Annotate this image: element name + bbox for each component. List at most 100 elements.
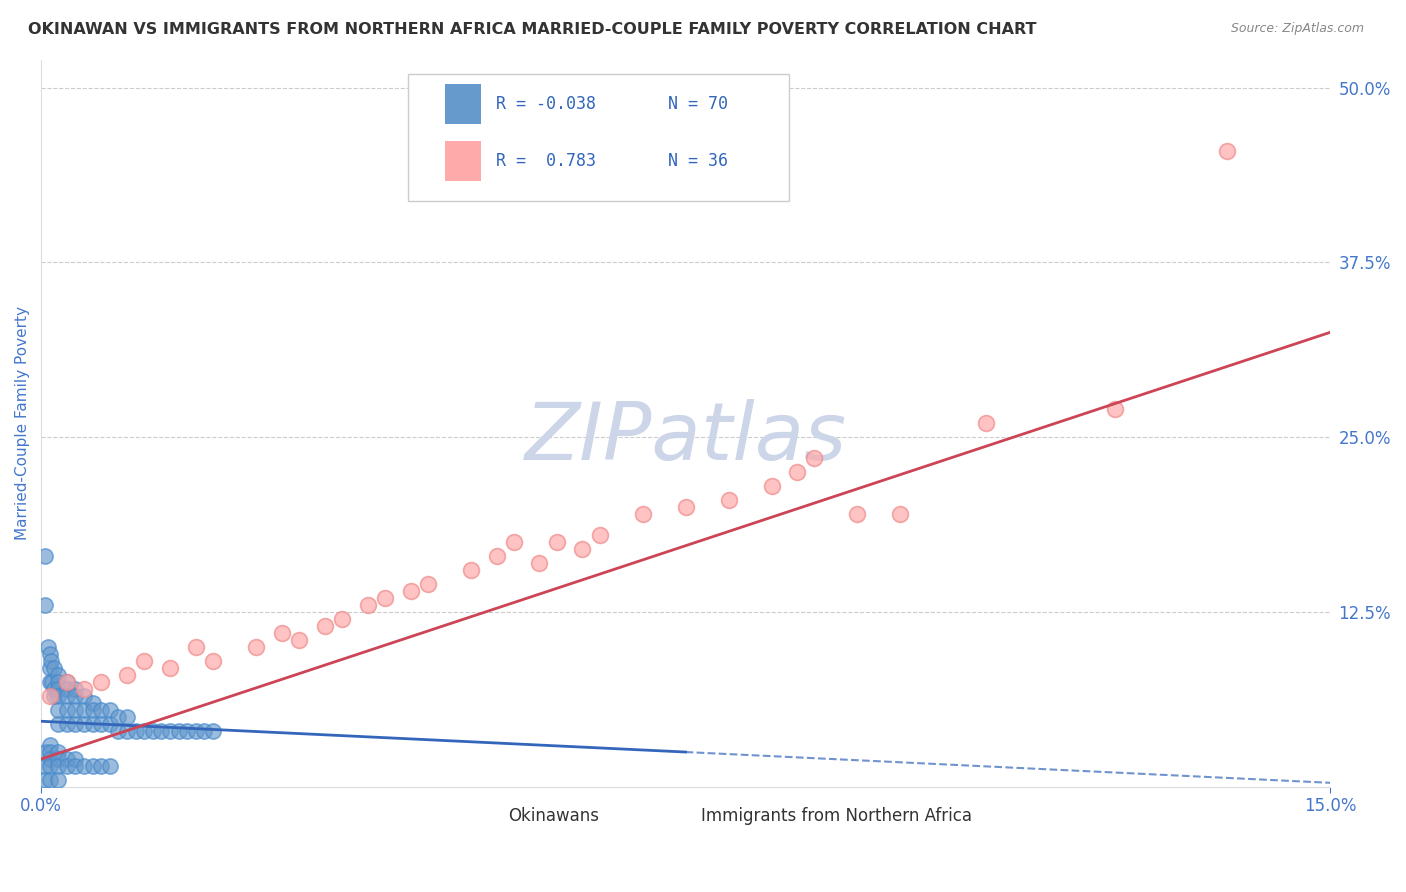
Point	[98, 717, 121, 731]
Point	[82, 703, 104, 717]
Point	[374, 591, 396, 606]
Point	[34, 598, 56, 612]
Point	[529, 556, 551, 570]
Point	[56, 717, 79, 731]
Text: Okinawans: Okinawans	[508, 807, 599, 825]
Point	[717, 493, 740, 508]
Point	[46, 689, 69, 703]
Point	[184, 724, 207, 739]
Point	[193, 724, 215, 739]
Point	[41, 675, 63, 690]
Point	[82, 696, 104, 710]
Point	[73, 682, 96, 697]
Point	[46, 703, 69, 717]
Point	[761, 479, 783, 493]
Point	[46, 772, 69, 787]
Point	[90, 717, 112, 731]
Point	[1216, 144, 1239, 158]
Point	[38, 647, 60, 661]
Point	[56, 689, 79, 703]
Point	[167, 724, 190, 739]
Point	[546, 535, 568, 549]
Point	[42, 661, 65, 675]
Point	[90, 759, 112, 773]
Point	[107, 724, 129, 739]
Point	[56, 675, 79, 690]
Point	[98, 759, 121, 773]
Point	[270, 626, 292, 640]
Point	[142, 724, 165, 739]
Point	[115, 724, 138, 739]
Text: R =  0.783: R = 0.783	[496, 152, 596, 170]
Point	[41, 654, 63, 668]
Text: Immigrants from Northern Africa: Immigrants from Northern Africa	[702, 807, 972, 825]
Point	[46, 668, 69, 682]
Y-axis label: Married-Couple Family Poverty: Married-Couple Family Poverty	[15, 306, 30, 541]
Point	[1104, 402, 1126, 417]
Point	[38, 752, 60, 766]
Point	[159, 661, 181, 675]
Point	[416, 577, 439, 591]
Point	[56, 752, 79, 766]
Point	[803, 451, 825, 466]
Point	[976, 417, 998, 431]
Point	[46, 682, 69, 697]
Point	[42, 682, 65, 697]
Point	[675, 500, 697, 515]
Point	[98, 703, 121, 717]
Point	[34, 772, 56, 787]
Point	[846, 507, 869, 521]
Point	[46, 752, 69, 766]
Point	[631, 507, 654, 521]
Point	[46, 745, 69, 759]
Point	[201, 654, 224, 668]
Point	[38, 738, 60, 752]
Point	[56, 675, 79, 690]
Point	[889, 507, 911, 521]
Point	[90, 675, 112, 690]
Point	[65, 689, 87, 703]
Text: ZIPatlas: ZIPatlas	[524, 399, 846, 477]
Text: Source: ZipAtlas.com: Source: ZipAtlas.com	[1230, 22, 1364, 36]
Point	[38, 745, 60, 759]
Point	[37, 640, 59, 654]
Point	[90, 703, 112, 717]
Point	[65, 717, 87, 731]
Point	[150, 724, 173, 739]
Point	[115, 710, 138, 724]
Point	[786, 465, 808, 479]
Point	[34, 759, 56, 773]
Point	[73, 759, 96, 773]
Point	[34, 745, 56, 759]
Point	[485, 549, 508, 564]
Point	[82, 717, 104, 731]
Point	[65, 759, 87, 773]
Point	[65, 752, 87, 766]
Point	[46, 675, 69, 690]
Text: OKINAWAN VS IMMIGRANTS FROM NORTHERN AFRICA MARRIED-COUPLE FAMILY POVERTY CORREL: OKINAWAN VS IMMIGRANTS FROM NORTHERN AFR…	[28, 22, 1036, 37]
Point	[82, 759, 104, 773]
Point	[38, 772, 60, 787]
Point	[314, 619, 336, 633]
Point	[56, 682, 79, 697]
Point	[588, 528, 610, 542]
Point	[159, 724, 181, 739]
Point	[56, 703, 79, 717]
Point	[38, 759, 60, 773]
Point	[46, 759, 69, 773]
Point	[73, 703, 96, 717]
Bar	[444, 84, 481, 124]
Point	[38, 689, 60, 703]
Point	[134, 724, 156, 739]
Text: N = 70: N = 70	[668, 95, 727, 112]
Point	[73, 717, 96, 731]
Point	[42, 689, 65, 703]
Bar	[444, 141, 481, 181]
Point	[46, 717, 69, 731]
Bar	[467, 802, 499, 830]
Point	[34, 549, 56, 564]
Point	[330, 612, 353, 626]
Point	[460, 563, 482, 577]
Point	[245, 640, 267, 654]
Point	[288, 633, 311, 648]
